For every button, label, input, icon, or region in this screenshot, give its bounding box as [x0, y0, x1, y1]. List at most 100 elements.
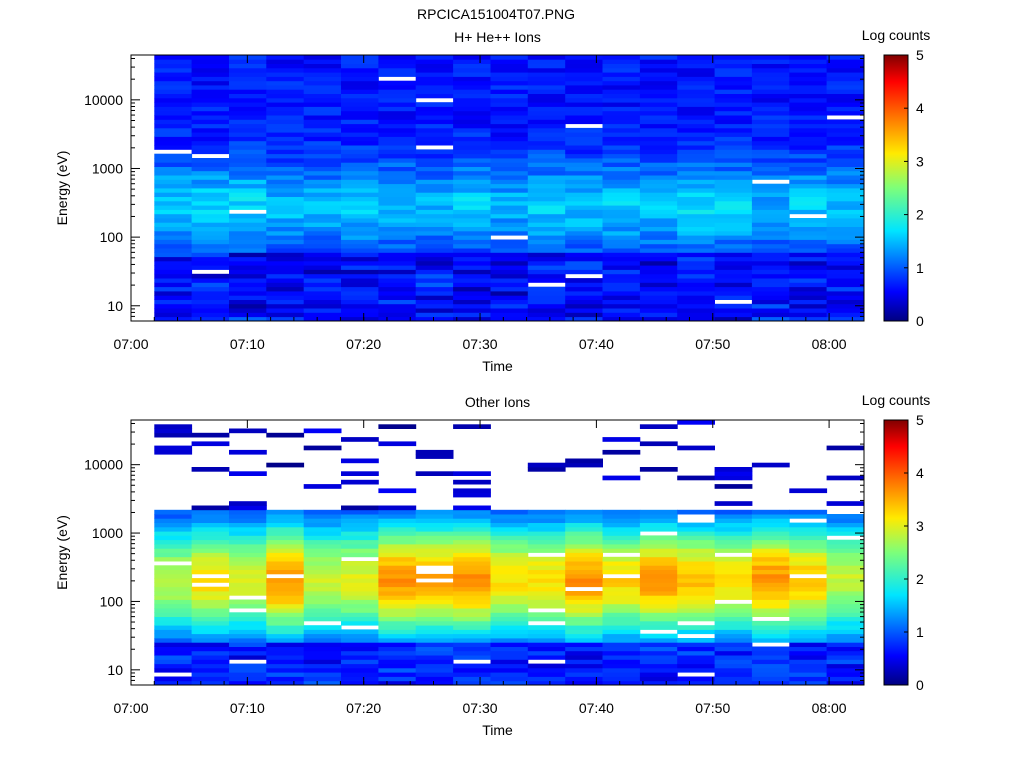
heatmap-cell [677, 252, 715, 258]
heatmap-cell [378, 162, 417, 167]
heatmap-cell [490, 595, 529, 600]
heatmap-cell [229, 646, 267, 652]
heatmap-cell [565, 582, 603, 588]
heatmap-cell [266, 59, 305, 64]
heatmap-cell [154, 633, 193, 639]
heatmap-cell [789, 243, 828, 249]
heatmap-cell [826, 616, 865, 622]
heatmap-cell [378, 522, 417, 528]
heatmap-cell [415, 655, 454, 660]
heatmap-cell [415, 80, 454, 86]
heatmap-cell [677, 80, 715, 86]
heatmap-cell [639, 102, 678, 107]
heatmap-cell [527, 188, 566, 193]
heatmap-cell [191, 561, 230, 566]
heatmap-cell [154, 586, 193, 592]
heatmap-cell [378, 110, 417, 116]
heatmap-cell [490, 646, 529, 652]
heatmap-cell [789, 93, 828, 99]
heatmap-cell [453, 248, 491, 253]
heatmap-cell [789, 136, 828, 142]
heatmap-cell [490, 556, 529, 562]
heatmap-cell [303, 260, 342, 266]
heatmap-cell [826, 638, 865, 643]
heatmap-cell [303, 569, 342, 575]
heatmap-cell [565, 209, 603, 215]
heatmap-cell [527, 312, 566, 318]
heatmap-cell [714, 127, 753, 133]
heatmap-cell [789, 97, 828, 103]
heatmap-cell [341, 620, 379, 626]
heatmap-cell [303, 308, 342, 313]
heatmap-cell [266, 175, 305, 180]
heatmap-cell [191, 273, 230, 279]
heatmap-cell [789, 625, 828, 630]
heatmap-cell [191, 55, 230, 60]
heatmap-cell [639, 672, 678, 677]
heatmap-cell [639, 175, 678, 180]
heatmap-cell [229, 63, 267, 69]
heatmap-cell [191, 127, 230, 133]
heatmap-cell [826, 655, 865, 660]
heatmap-cell [453, 505, 491, 511]
heatmap-cell [826, 162, 865, 167]
heatmap-cell [154, 295, 193, 300]
heatmap-cell [527, 286, 566, 292]
heatmap-cell [602, 97, 641, 103]
heatmap-cell [677, 578, 715, 583]
heatmap-cell [789, 633, 828, 639]
heatmap-cell [415, 132, 454, 137]
heatmap-cell [303, 119, 342, 125]
heatmap-cell [191, 170, 230, 176]
heatmap-cell [527, 106, 566, 112]
heatmap-cell [303, 582, 342, 588]
heatmap-cell [714, 76, 753, 82]
heatmap-cell [191, 535, 230, 541]
heatmap-cell [789, 295, 828, 300]
heatmap-cell [639, 213, 678, 219]
heatmap-cell [527, 672, 566, 677]
heatmap-cell [826, 102, 865, 107]
heatmap-cell [266, 200, 305, 206]
heatmap-cell [154, 256, 193, 262]
heatmap-cell [789, 127, 828, 133]
heatmap-cell [527, 162, 566, 167]
heatmap-cell [677, 316, 715, 322]
heatmap-cell [303, 273, 342, 279]
heatmap-cell [751, 672, 790, 677]
heatmap-cell [266, 282, 305, 288]
heatmap-cell [191, 97, 230, 103]
heatmap-cell [602, 89, 641, 94]
heatmap-cell [751, 196, 790, 202]
heatmap-cell [229, 603, 267, 609]
heatmap-cell [639, 286, 678, 292]
heatmap-cell [415, 166, 454, 172]
heatmap-cell [154, 162, 193, 167]
heatmap-cell [490, 539, 529, 545]
heatmap-cell [565, 308, 603, 313]
heatmap-cell [191, 132, 230, 137]
heatmap-cell [527, 650, 566, 656]
heatmap-cell [415, 243, 454, 249]
heatmap-cell [490, 663, 529, 669]
heatmap-cell [677, 127, 715, 133]
heatmap-cell [453, 158, 491, 163]
heatmap-cell [639, 89, 678, 94]
heatmap-cell [415, 102, 454, 107]
heatmap-cell [453, 308, 491, 313]
heatmap-cell [527, 183, 566, 189]
heatmap-cell [527, 467, 566, 472]
heatmap-cell [229, 188, 267, 193]
heatmap-cell [191, 136, 230, 142]
heatmap-cell [789, 620, 828, 626]
heatmap-cell [378, 123, 417, 129]
heatmap-cell [602, 226, 641, 232]
heatmap-cell [751, 548, 790, 553]
heatmap-cell [303, 312, 342, 318]
heatmap-cell [565, 80, 603, 86]
heatmap-cell [191, 222, 230, 227]
heatmap-cell [229, 676, 267, 682]
heatmap-cell [191, 235, 230, 240]
heatmap-cell [490, 667, 529, 673]
heatmap-cell [303, 72, 342, 77]
